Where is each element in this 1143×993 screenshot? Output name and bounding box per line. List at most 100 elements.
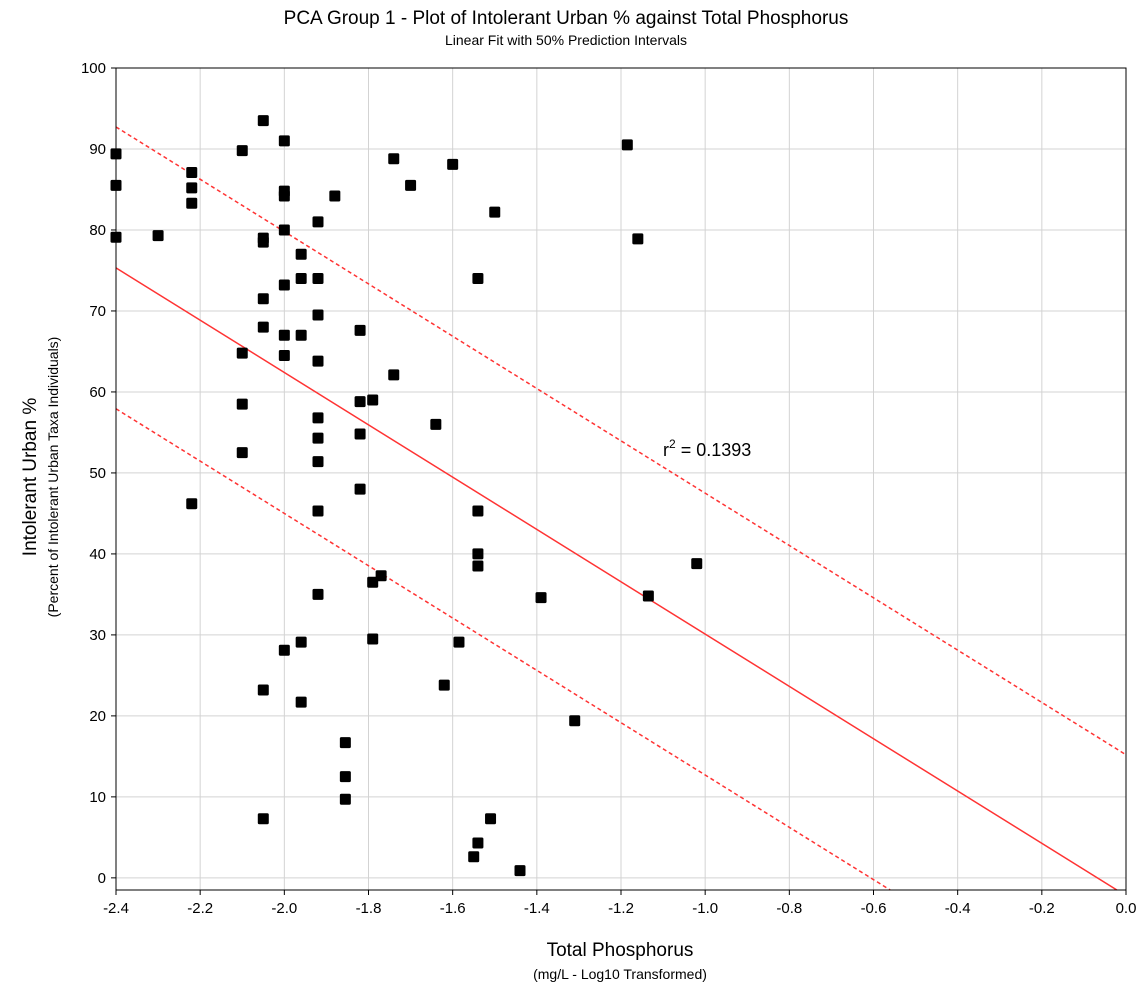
data-point xyxy=(312,456,324,468)
data-point xyxy=(152,230,164,242)
y-tick-label: 20 xyxy=(89,708,106,725)
data-point xyxy=(312,432,324,444)
data-point xyxy=(691,558,703,570)
x-tick-label: -2.0 xyxy=(271,900,297,917)
data-point xyxy=(367,633,379,645)
x-tick-labels: -2.4 -2.2 -2.0 -1.8 -1.6 -1.4 -1.2 -1.0 -0.8 -0.6… xyxy=(103,890,1136,917)
data-point xyxy=(367,394,379,406)
data-point xyxy=(354,428,366,440)
data-point xyxy=(312,309,324,321)
data-point xyxy=(339,771,351,783)
data-point xyxy=(236,398,248,410)
data-point xyxy=(312,355,324,367)
data-point xyxy=(388,153,400,165)
data-point xyxy=(485,813,497,825)
data-point xyxy=(453,636,465,648)
data-point xyxy=(354,324,366,336)
data-point xyxy=(257,115,269,127)
data-point xyxy=(295,696,307,708)
data-point xyxy=(388,369,400,381)
x-tick-label: -1.0 xyxy=(692,900,718,917)
y-tick-label: 80 xyxy=(89,222,106,239)
data-point xyxy=(375,570,387,582)
data-point xyxy=(535,592,547,604)
x-tick-label: -1.4 xyxy=(524,900,550,917)
data-point xyxy=(236,347,248,359)
data-point xyxy=(278,190,290,202)
x-tick-label: -0.2 xyxy=(1029,900,1055,917)
data-point xyxy=(278,644,290,656)
data-point xyxy=(186,182,198,194)
y-tick-label: 90 xyxy=(89,141,106,158)
data-point xyxy=(186,197,198,209)
data-point xyxy=(472,548,484,560)
data-point xyxy=(257,321,269,333)
x-tick-label: -0.4 xyxy=(945,900,971,917)
y-tick-label: 30 xyxy=(89,627,106,644)
x-tick-label: 0.0 xyxy=(1116,900,1137,917)
regression-line xyxy=(115,267,1118,891)
y-tick-label: 50 xyxy=(89,465,106,482)
data-point xyxy=(186,166,198,178)
data-point xyxy=(405,179,417,191)
data-point xyxy=(472,560,484,572)
y-axis-label: Intolerant Urban % xyxy=(20,398,41,557)
x-tick-label: -0.6 xyxy=(861,900,887,917)
data-point xyxy=(312,216,324,228)
x-tick-label: -1.6 xyxy=(440,900,466,917)
data-point xyxy=(354,396,366,408)
data-point xyxy=(257,684,269,696)
y-tick-label: 0 xyxy=(98,870,106,887)
r-symbol: r xyxy=(663,440,669,460)
data-point xyxy=(472,837,484,849)
x-axis-sublabel: (mg/L - Log10 Transformed) xyxy=(533,966,707,982)
data-point xyxy=(312,412,324,424)
data-point xyxy=(642,590,654,602)
y-tick-labels: 0 10 20 30 40 50 60 70 80 90 100 xyxy=(81,60,116,887)
data-point xyxy=(312,273,324,285)
x-axis-label: Total Phosphorus xyxy=(547,940,694,961)
data-point xyxy=(278,329,290,341)
data-point xyxy=(278,349,290,361)
chart-subtitle: Linear Fit with 50% Prediction Intervals xyxy=(445,32,687,48)
x-tick-label: -1.8 xyxy=(356,900,382,917)
data-point xyxy=(339,737,351,749)
data-points xyxy=(110,115,703,877)
data-point xyxy=(295,273,307,285)
data-point xyxy=(514,865,526,877)
data-point xyxy=(339,793,351,805)
data-point xyxy=(489,206,501,218)
data-point xyxy=(472,273,484,285)
data-point xyxy=(367,576,379,588)
x-tick-label: -2.4 xyxy=(103,900,129,917)
data-point xyxy=(312,505,324,517)
data-point xyxy=(186,498,198,510)
r-squared-value: = 0.1393 xyxy=(676,440,752,460)
data-point xyxy=(278,279,290,291)
data-point xyxy=(295,636,307,648)
data-point xyxy=(447,158,459,170)
y-tick-label: 40 xyxy=(89,546,106,563)
data-point xyxy=(236,145,248,157)
data-point xyxy=(472,505,484,517)
r-squared-annotation: r2 = 0.1393 xyxy=(663,437,751,460)
data-point xyxy=(257,293,269,305)
data-point xyxy=(430,418,442,430)
lower-prediction-band xyxy=(115,408,891,891)
data-point xyxy=(632,233,644,245)
y-axis-sublabel: (Percent of Intolerant Urban Taxa Indivi… xyxy=(45,337,61,618)
data-point xyxy=(569,715,581,727)
data-point xyxy=(468,851,480,863)
y-tick-label: 10 xyxy=(89,789,106,806)
data-point xyxy=(278,135,290,147)
r-squared-superscript: 2 xyxy=(669,437,676,451)
data-point xyxy=(354,483,366,495)
data-point xyxy=(295,329,307,341)
y-tick-label: 60 xyxy=(89,384,106,401)
grid-lines xyxy=(115,67,1127,890)
x-tick-label: -2.2 xyxy=(187,900,213,917)
data-point xyxy=(621,139,633,151)
x-tick-label: -0.8 xyxy=(776,900,802,917)
data-point xyxy=(257,236,269,248)
